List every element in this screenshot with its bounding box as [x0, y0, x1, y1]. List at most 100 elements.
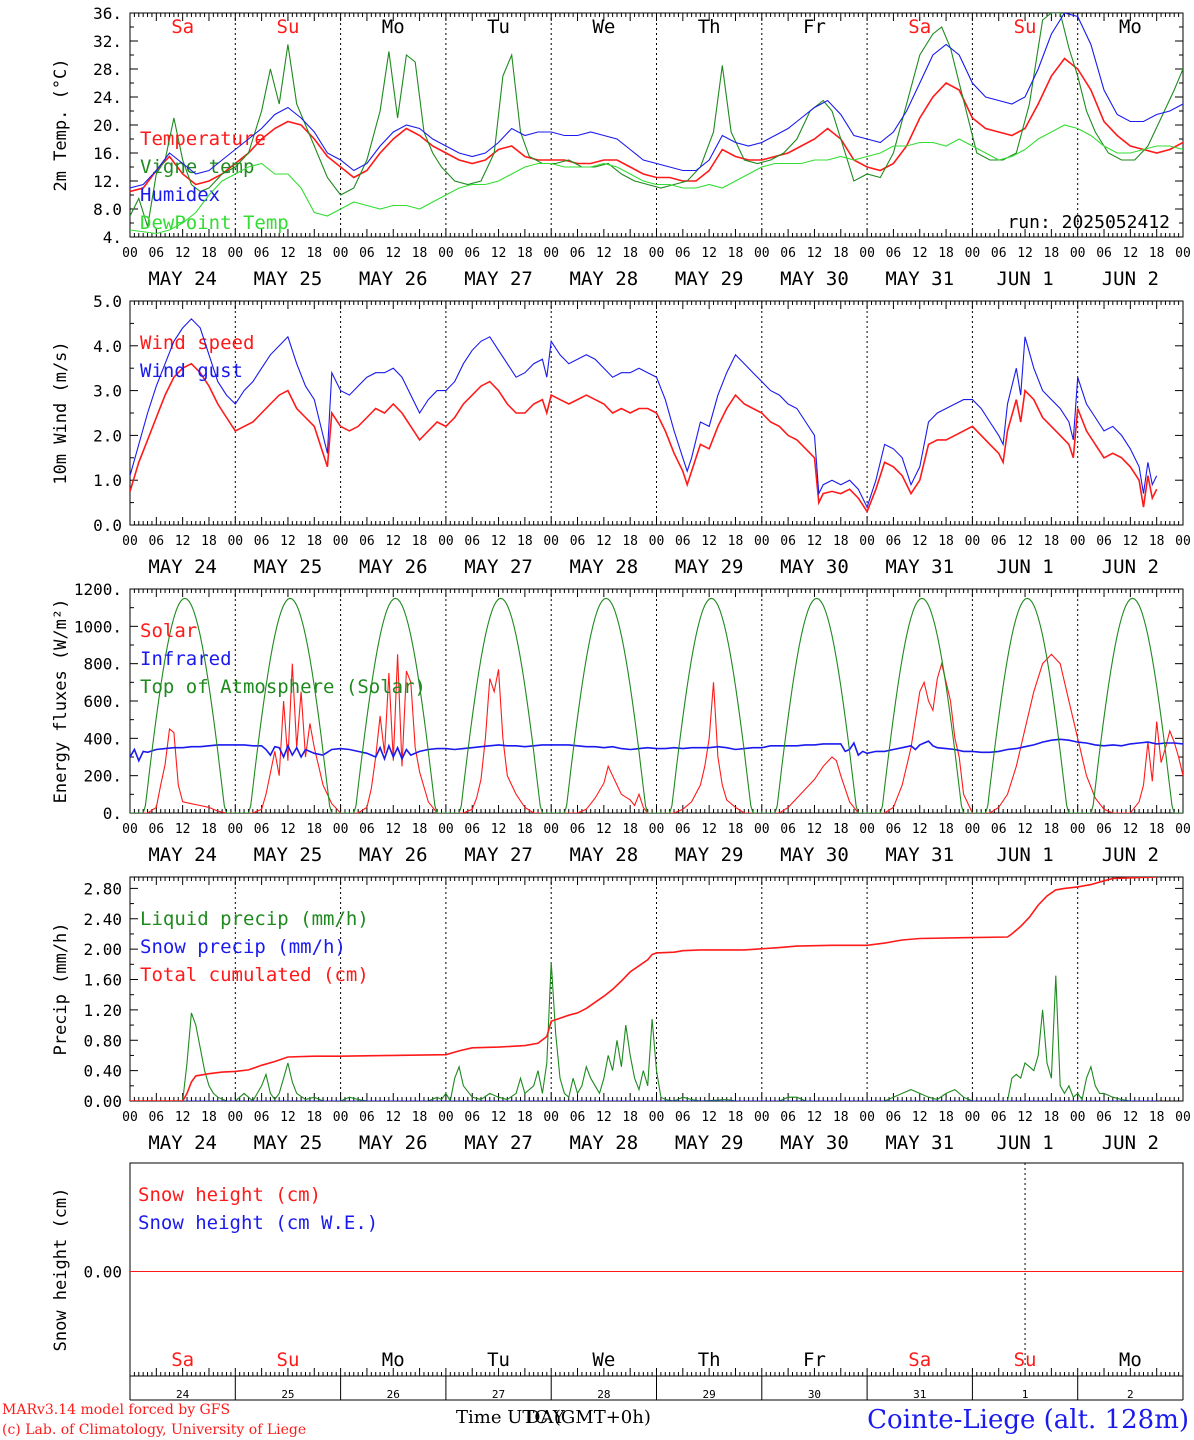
- x-hour-label: 18: [201, 822, 217, 837]
- x-hour-label: 12: [912, 1110, 928, 1125]
- x-hour-label: 06: [464, 822, 480, 837]
- x-hour-label: 12: [596, 246, 612, 261]
- panel-energy: 0. 200. 400. 600. 800. 1000. 1200.Energy fluxe…: [51, 580, 1191, 866]
- x-hour-label: 12: [701, 246, 717, 261]
- weekday-label: Mo: [1119, 16, 1142, 38]
- weekday-label: Su: [1014, 1349, 1037, 1371]
- x-date-label: MAY 27: [464, 1132, 533, 1154]
- x-hour-label: 06: [780, 246, 796, 261]
- legend-entry: Wind gust: [140, 360, 243, 382]
- station-name: Cointe-Liege (alt. 128m): [867, 1405, 1189, 1435]
- legend-entry: Vigne temp: [140, 156, 254, 178]
- panel-precip: 0.00 0.40 0.80 1.20 1.60 2.00 2.40 2.80 Precip (…: [51, 876, 1191, 1154]
- x-hour-label: 18: [728, 822, 744, 837]
- x-hour-label: 18: [938, 534, 954, 549]
- series-line-dewpoint-temp: [130, 124, 1183, 235]
- x-hour-label: 06: [886, 822, 902, 837]
- x-hour-label: 00: [859, 1110, 875, 1125]
- x-hour-label: 00: [859, 534, 875, 549]
- series-line-top-of-atmosphere-solar-: [130, 597, 1183, 813]
- x-hour-label: 00: [438, 1110, 454, 1125]
- x-hour-label: 06: [359, 1110, 375, 1125]
- x-date-label: MAY 27: [464, 268, 533, 290]
- x-hour-label: 06: [886, 534, 902, 549]
- legend-entry: Snow height (cm W.E.): [138, 1212, 378, 1234]
- x-hour-label: 12: [701, 1110, 717, 1125]
- y-tick-label: 4.: [103, 228, 122, 247]
- x-hour-label: 00: [1175, 534, 1191, 549]
- credit-line-1: MARv3.14 model forced by GFS: [2, 1402, 230, 1418]
- x-hour-label: 12: [1123, 822, 1139, 837]
- x-hour-label: 18: [517, 822, 533, 837]
- legend-entry: Humidex: [140, 184, 220, 206]
- weekday-label: Sa: [171, 16, 194, 38]
- x-hour-label: 18: [622, 822, 638, 837]
- x-hour-label: 00: [333, 534, 349, 549]
- x-hour-label: 00: [754, 534, 770, 549]
- x-hour-label: 12: [1123, 534, 1139, 549]
- x-date-label: MAY 24: [148, 1132, 217, 1154]
- x-hour-label: 18: [1149, 822, 1165, 837]
- x-date-label: MAY 29: [675, 556, 744, 578]
- y-tick-label: 1.20: [83, 1001, 122, 1020]
- x-hour-label: 12: [596, 1110, 612, 1125]
- y-tick-label: 4.0: [93, 337, 122, 356]
- x-date-label: MAY 25: [254, 556, 323, 578]
- series-line-liquid-precip-mm-h-: [130, 961, 1157, 1101]
- x-date-label: JUN 2: [1102, 844, 1159, 866]
- x-hour-label: 12: [280, 534, 296, 549]
- x-date-label: MAY 28: [570, 556, 639, 578]
- x-hour-label: 00: [122, 1110, 138, 1125]
- x-date-label: MAY 31: [885, 556, 954, 578]
- series-line-wind-speed: [130, 362, 1158, 514]
- x-hour-label: 00: [1070, 822, 1086, 837]
- x-hour-label: 06: [570, 534, 586, 549]
- x-hour-label: 00: [438, 246, 454, 261]
- day-number-label: 27: [492, 1388, 505, 1401]
- x-hour-label: 18: [622, 534, 638, 549]
- x-hour-label: 12: [596, 534, 612, 549]
- x-date-label: MAY 30: [780, 844, 849, 866]
- x-hour-label: 18: [412, 534, 428, 549]
- weekday-label: Tu: [487, 1349, 510, 1371]
- x-hour-label: 06: [148, 1110, 164, 1125]
- time-axis-label: Time UTC (GMT+0h): [456, 1407, 651, 1428]
- x-hour-label: 00: [1175, 246, 1191, 261]
- x-hour-label: 12: [280, 246, 296, 261]
- series-line-total-cumulated-cm-: [130, 877, 1157, 1101]
- x-date-label: MAY 28: [570, 844, 639, 866]
- weekday-label: Tu: [487, 16, 510, 38]
- credit-line-2: (c) Lab. of Climatology, University of L…: [2, 1422, 306, 1438]
- x-hour-label: 06: [1096, 1110, 1112, 1125]
- x-hour-label: 00: [333, 1110, 349, 1125]
- x-hour-label: 18: [517, 1110, 533, 1125]
- legend-entry: Infrared: [140, 648, 232, 670]
- x-hour-label: 06: [675, 1110, 691, 1125]
- day-number-label: 1: [1022, 1388, 1029, 1401]
- x-hour-label: 00: [122, 534, 138, 549]
- x-date-label: MAY 28: [570, 1132, 639, 1154]
- x-hour-label: 18: [833, 1110, 849, 1125]
- x-hour-label: 18: [201, 1110, 217, 1125]
- y-axis-label: Energy fluxes (W/m²): [51, 599, 71, 804]
- x-hour-label: 06: [780, 534, 796, 549]
- x-hour-label: 06: [991, 534, 1007, 549]
- day-number-label: 2: [1127, 1388, 1134, 1401]
- x-hour-label: 18: [728, 534, 744, 549]
- x-hour-label: 06: [359, 534, 375, 549]
- day-number-label: 31: [913, 1388, 926, 1401]
- x-hour-label: 06: [780, 822, 796, 837]
- weekday-label: Mo: [382, 16, 405, 38]
- weekday-label: Sa: [171, 1349, 194, 1371]
- x-hour-label: 18: [1149, 1110, 1165, 1125]
- x-hour-label: 06: [464, 1110, 480, 1125]
- x-date-label: MAY 24: [148, 844, 217, 866]
- x-hour-label: 12: [912, 822, 928, 837]
- y-tick-label: 0.80: [83, 1031, 122, 1050]
- x-date-label: MAY 29: [675, 268, 744, 290]
- x-hour-label: 18: [306, 246, 322, 261]
- x-hour-label: 00: [1175, 822, 1191, 837]
- weekday-label: We: [592, 16, 615, 38]
- x-hour-label: 18: [938, 246, 954, 261]
